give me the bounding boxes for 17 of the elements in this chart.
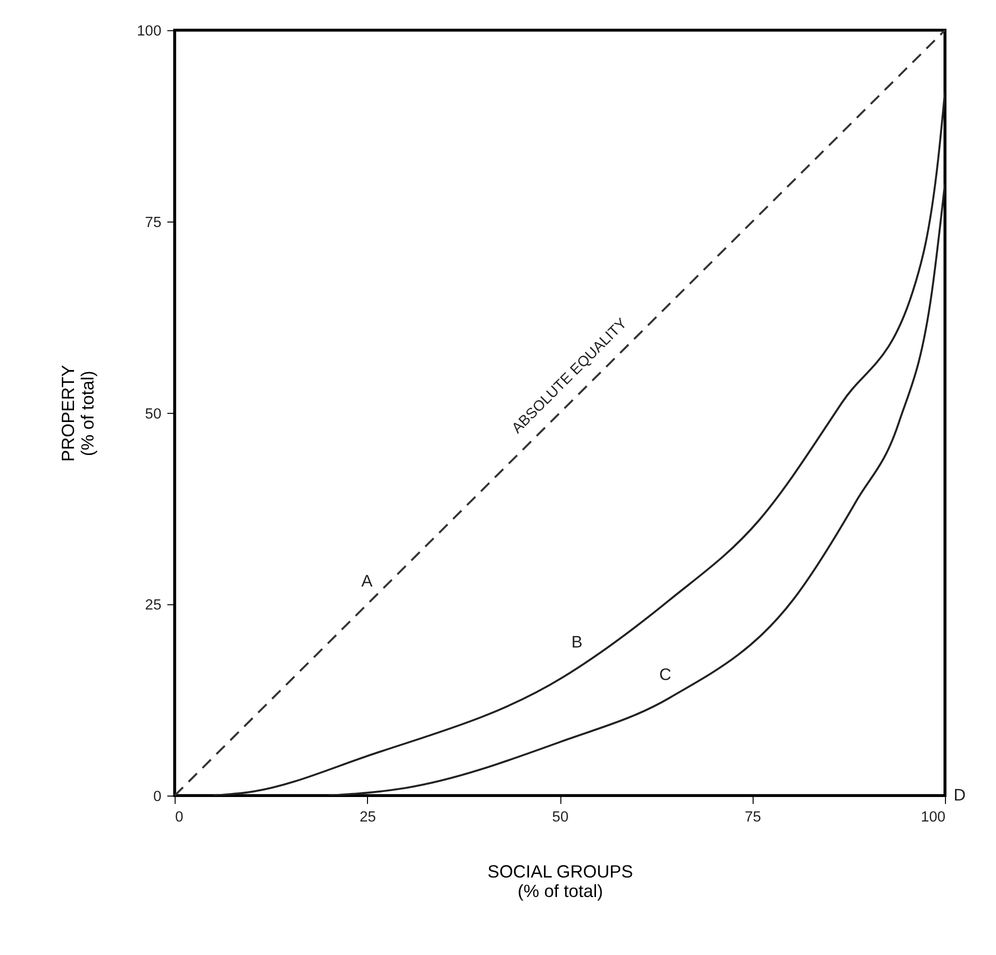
y-axis-title: PROPERTY (% of total) — [58, 364, 98, 462]
y-tick-label: 100 — [136, 24, 162, 40]
y-tick-label: 25 — [145, 598, 162, 614]
y-tick-label: 0 — [153, 788, 162, 805]
x-tick-label: 25 — [360, 810, 376, 826]
x-tick-label: 75 — [744, 810, 762, 826]
annotation: C — [659, 664, 672, 684]
text: D — [954, 785, 966, 804]
y-tick-label: 50 — [145, 406, 162, 422]
annotation: A — [361, 572, 374, 591]
x-axis-title: SOCIAL GROUPS (% of total) — [488, 862, 634, 902]
y-tick-label: 75 — [145, 214, 162, 231]
x-tick-label: 100 — [920, 810, 946, 826]
x-tick-label: 0 — [175, 810, 184, 826]
x-tick-label: 50 — [552, 810, 568, 826]
line-series — [328, 182, 945, 796]
annotation: B — [571, 632, 583, 652]
